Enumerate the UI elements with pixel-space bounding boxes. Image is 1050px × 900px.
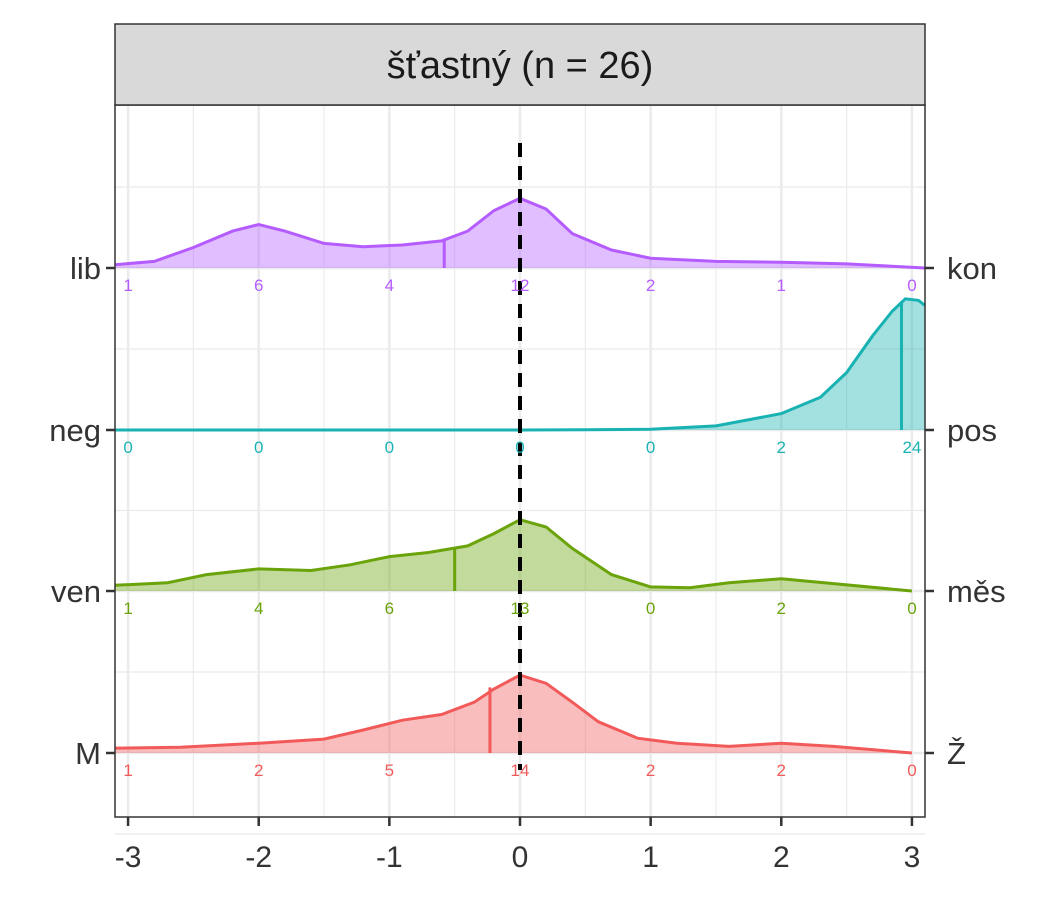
density-area-ven — [115, 519, 912, 591]
count-label: 0 — [515, 438, 524, 457]
density-line-lib — [114, 196, 926, 270]
count-label: 0 — [385, 438, 394, 457]
count-label: 1 — [123, 276, 132, 295]
count-label: 2 — [254, 761, 263, 780]
x-tick-label: 2 — [773, 841, 790, 874]
count-label: 4 — [385, 276, 394, 295]
x-tick-label: -1 — [376, 841, 403, 874]
count-label: 6 — [385, 599, 394, 618]
density-area-lib — [115, 198, 925, 268]
count-label: 2 — [777, 599, 786, 618]
x-tick-label: 0 — [512, 841, 529, 874]
count-label: 6 — [254, 276, 263, 295]
count-label: 4 — [254, 599, 263, 618]
count-labels: 1 6 4 12 2 1 00 0 0 0 0 2 241 4 6 13 0 2 01 2 5 14 2 2 0 — [123, 276, 921, 780]
count-label: 0 — [123, 438, 132, 457]
count-label: 2 — [646, 276, 655, 295]
count-label: 1 — [777, 276, 786, 295]
right-category-label: pos — [947, 413, 997, 448]
x-tick-label: 3 — [904, 841, 921, 874]
count-label: 0 — [646, 438, 655, 457]
right-category-label: Ž — [947, 736, 966, 771]
count-label: 1 — [123, 761, 132, 780]
x-tick-label: 1 — [642, 841, 659, 874]
strip-title: šťastný (n = 26) — [387, 45, 654, 87]
density-line-ven — [114, 518, 913, 593]
x-tick-label: -2 — [245, 841, 272, 874]
count-label: 2 — [777, 438, 786, 457]
strip-background — [114, 23, 926, 106]
count-label: 1 — [123, 599, 132, 618]
count-label: 24 — [902, 438, 921, 457]
count-label: 0 — [907, 761, 916, 780]
count-label: 0 — [254, 438, 263, 457]
count-label: 13 — [511, 599, 530, 618]
count-label: 14 — [511, 761, 530, 780]
count-label: 0 — [907, 276, 916, 295]
count-label: 2 — [646, 761, 655, 780]
density-area-M — [115, 675, 912, 753]
right-category-label: kon — [947, 251, 997, 286]
left-category-label: lib — [70, 251, 101, 286]
left-category-label: neg — [49, 413, 101, 448]
count-label: 5 — [385, 761, 394, 780]
density-line-neg — [115, 297, 926, 432]
count-label: 0 — [907, 599, 916, 618]
x-tick-label: -3 — [115, 841, 142, 874]
count-label: 12 — [511, 276, 530, 295]
count-label: 2 — [777, 761, 786, 780]
left-category-label: ven — [51, 574, 101, 609]
density-area-neg — [115, 298, 925, 430]
right-category-label: měs — [947, 574, 1006, 609]
left-category-label: M — [75, 736, 101, 771]
count-label: 0 — [646, 599, 655, 618]
